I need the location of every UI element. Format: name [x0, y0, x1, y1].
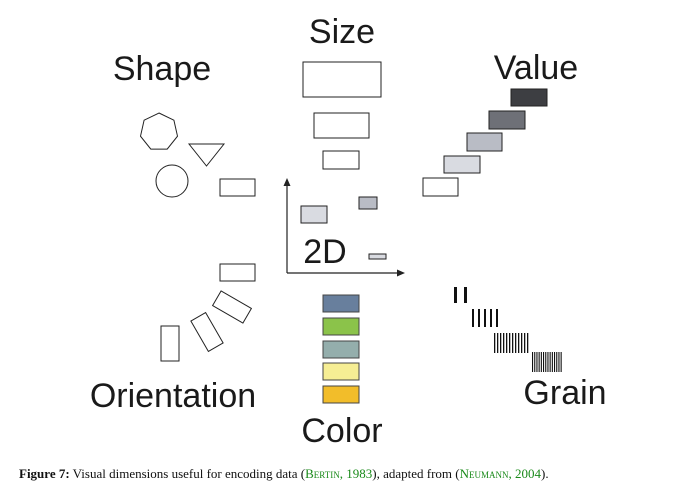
grain-bar-4-3 [536, 352, 538, 372]
orientation-rect-60 [190, 311, 224, 353]
caption-text-middle: ), adapted from ( [372, 466, 460, 481]
caption-text-after: ). [541, 466, 549, 481]
grain-bar-2-3 [484, 309, 486, 327]
rectangle-shape [219, 178, 256, 197]
value-rect-1 [422, 177, 459, 197]
two-d-group [283, 178, 405, 277]
grain-bar-2-1 [472, 309, 474, 327]
grain-bar-2-5 [496, 309, 498, 327]
grain-bar-4-9 [549, 352, 551, 372]
grain-bar-2-4 [490, 309, 492, 327]
color-swatch-amber [322, 385, 360, 404]
label-size: Size [309, 13, 375, 51]
grain-bar-4-13 [558, 352, 560, 372]
heptagon-shape [139, 112, 179, 150]
color-swatch-green [322, 317, 360, 336]
orientation-group [160, 263, 256, 362]
grain-bar-4-10 [551, 352, 553, 372]
value-rect-5 [510, 88, 548, 107]
value-group [422, 88, 548, 197]
value-rect-2 [443, 155, 481, 174]
orientation-rect-30 [211, 290, 253, 324]
citation-bertin[interactable]: Bertin, 1983 [305, 466, 372, 481]
grain-bar-4-2 [534, 352, 536, 372]
two-d-rect-c [368, 253, 387, 260]
two-d-rect-a [300, 205, 328, 224]
grain-bar-3-4 [503, 333, 505, 353]
grain-bar-1-1 [454, 287, 457, 303]
y-axis-arrowhead [283, 178, 291, 186]
citation-neumann[interactable]: Neumann, 2004 [460, 466, 541, 481]
grain-bar-3-3 [500, 333, 502, 353]
orientation-rect-90 [160, 325, 180, 362]
color-swatch-pale-yellow [322, 362, 360, 381]
size-rect-large [302, 61, 382, 98]
citation-bertin-sep: , [339, 466, 347, 481]
grain-bar-3-11 [524, 333, 526, 353]
circle-shape [155, 164, 189, 198]
grain-bar-3-10 [521, 333, 523, 353]
orientation-rect-0 [219, 263, 256, 282]
grain-bar-3-2 [497, 333, 499, 353]
grain-bar-4-6 [543, 352, 545, 372]
visual-dimensions-diagram: Size Shape Value 2D Orientation Color Gr… [90, 13, 607, 450]
label-shape: Shape [113, 50, 211, 88]
grain-bar-3-1 [494, 333, 496, 353]
size-rect-small [322, 150, 360, 170]
color-swatch-slate-blue [322, 294, 360, 313]
grain-bar-3-6 [509, 333, 511, 353]
figure-caption: Figure 7: Visual dimensions useful for e… [19, 466, 669, 482]
grain-bar-4-1 [532, 352, 534, 372]
x-axis-arrowhead [397, 269, 405, 277]
grain-bar-3-5 [506, 333, 508, 353]
value-rect-3 [466, 132, 503, 152]
grain-bar-3-12 [527, 333, 529, 353]
grain-bar-4-11 [554, 352, 556, 372]
label-value: Value [494, 49, 578, 87]
size-rect-medium [313, 112, 370, 139]
label-grain: Grain [523, 374, 606, 412]
citation-bertin-year: 1983 [346, 466, 373, 481]
value-rect-4 [488, 110, 526, 130]
figure-label: Figure 7: [19, 466, 70, 481]
grain-bar-1-2 [464, 287, 467, 303]
grain-bar-4-5 [540, 352, 542, 372]
label-2d: 2D [303, 233, 346, 271]
color-swatch-grey-teal [322, 340, 360, 359]
grain-bar-2-2 [478, 309, 480, 327]
color-group [322, 294, 360, 404]
size-group [302, 61, 382, 170]
grain-bar-4-12 [556, 352, 558, 372]
grain-bar-4-4 [538, 352, 540, 372]
grain-group [454, 287, 562, 372]
caption-text-before: Visual dimensions useful for encoding da… [69, 466, 306, 481]
grain-bar-4-8 [547, 352, 549, 372]
citation-neumann-author: Neumann [459, 466, 509, 481]
label-orientation: Orientation [90, 377, 256, 415]
citation-neumann-sep: , [508, 466, 516, 481]
grain-bar-4-7 [545, 352, 547, 372]
triangle-shape [187, 143, 226, 167]
two-d-rect-b [358, 196, 378, 210]
grain-bar-3-9 [518, 333, 520, 353]
grain-bar-3-7 [512, 333, 514, 353]
shape-group [139, 112, 256, 198]
label-color: Color [301, 412, 382, 450]
citation-neumann-year: 2004 [515, 466, 542, 481]
grain-bar-4-14 [560, 352, 562, 372]
citation-bertin-author: Bertin [305, 466, 340, 481]
grain-bar-3-8 [515, 333, 517, 353]
